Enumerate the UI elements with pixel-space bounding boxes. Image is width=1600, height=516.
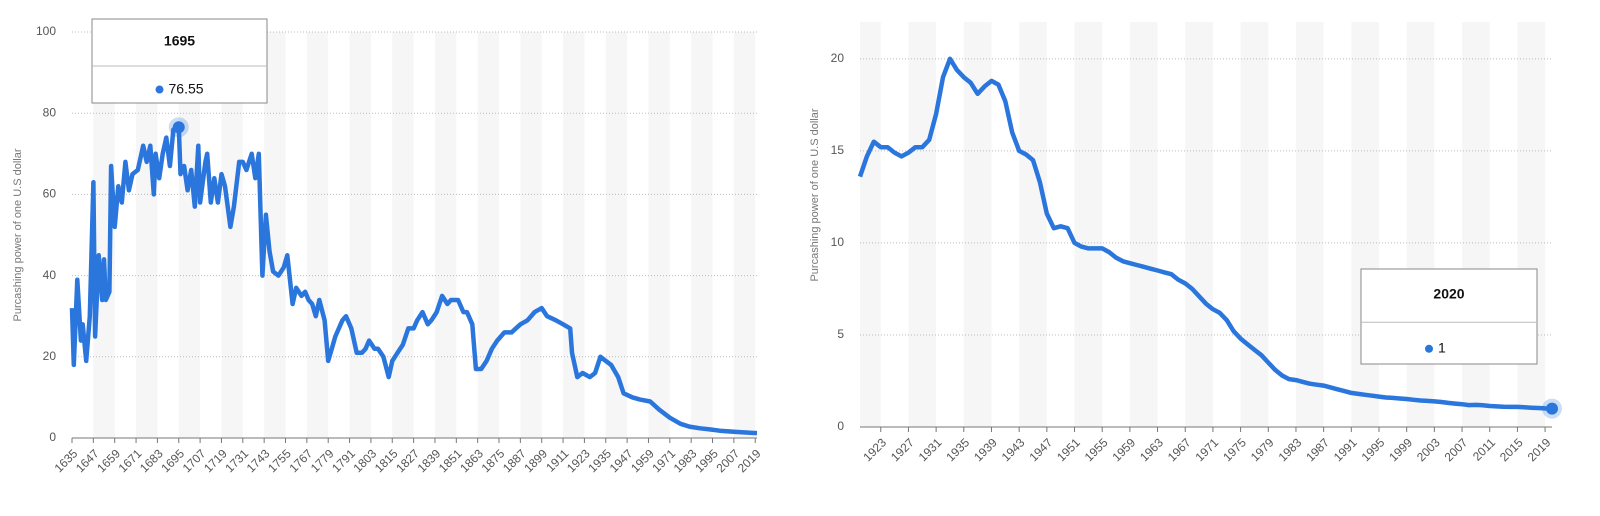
y-axis-label: Purcashing power of one U.S dollar <box>809 108 821 281</box>
stripe <box>1462 22 1490 427</box>
highlight-point <box>172 121 185 134</box>
stripe <box>477 32 500 438</box>
data-line <box>69 124 758 436</box>
x-tick-label: 1923 <box>860 435 889 464</box>
x-tick-label: 1951 <box>1054 435 1083 464</box>
y-tick-label: 20 <box>831 51 845 65</box>
tooltip-box <box>1360 268 1538 365</box>
stripe <box>1129 22 1158 427</box>
x-tick-label: 1963 <box>1137 435 1166 464</box>
tooltip-title: 2020 <box>1433 285 1464 301</box>
y-tick-label: 10 <box>831 235 845 249</box>
stripe <box>178 32 201 438</box>
x-tick-label: 1931 <box>916 435 945 464</box>
stripe <box>1351 22 1379 427</box>
stripe <box>1406 22 1435 427</box>
x-tick-label: 2019 <box>1525 435 1554 464</box>
stripe <box>93 32 115 438</box>
x-tick-label: 1939 <box>971 435 1000 464</box>
stripe <box>1074 22 1103 427</box>
stripe <box>1185 22 1213 427</box>
y-tick-label: 0 <box>837 419 844 433</box>
y-tick-label: 80 <box>43 105 57 119</box>
x-tick-label: 1971 <box>1193 435 1222 464</box>
stripe <box>1019 22 1047 427</box>
y-tick-label: 40 <box>43 268 57 282</box>
x-tick-label: 1979 <box>1248 435 1277 464</box>
stripe <box>434 32 457 438</box>
stripe <box>1295 22 1324 427</box>
data-line <box>857 56 1553 411</box>
stripe <box>306 32 329 438</box>
stripe <box>563 32 585 438</box>
tooltip-value: 76.55 <box>169 80 204 96</box>
x-tick-label: 1927 <box>888 435 917 464</box>
stripe <box>392 32 414 438</box>
x-tick-label: 1955 <box>1082 435 1111 464</box>
y-tick-label: 60 <box>43 187 57 201</box>
stripe <box>349 32 371 438</box>
stripe <box>520 32 542 438</box>
tooltip-box <box>91 18 268 104</box>
stripe <box>221 32 243 438</box>
stripe <box>264 32 286 438</box>
x-tick-label: 1947 <box>1026 435 1055 464</box>
x-tick-label: 1983 <box>1276 435 1305 464</box>
stripe <box>605 32 628 438</box>
tooltip-value: 1 <box>1438 340 1446 356</box>
stripe <box>1240 22 1269 427</box>
stripe <box>733 32 756 438</box>
highlight-point <box>1546 402 1558 415</box>
stripe <box>1517 22 1546 427</box>
stripe <box>136 32 158 438</box>
y-axis-label: Purcashing power of one U.S dollar <box>12 148 24 321</box>
x-tick-label: 2015 <box>1497 435 1526 464</box>
y-tick-label: 20 <box>43 349 57 363</box>
y-tick-label: 100 <box>36 24 56 38</box>
stripe <box>860 22 881 427</box>
tooltip-dot <box>155 85 164 94</box>
tooltip-title: 1695 <box>164 32 195 48</box>
x-tick-label: 2011 <box>1470 435 1498 463</box>
x-tick-label: 1959 <box>1109 435 1138 464</box>
y-tick-label: 15 <box>831 143 845 157</box>
y-tick-label: 0 <box>49 430 56 444</box>
x-tick-label: 1995 <box>1359 435 1388 464</box>
tooltip-dot <box>1425 344 1433 353</box>
x-tick-label: 2007 <box>1442 435 1471 464</box>
stripe <box>648 32 670 438</box>
x-tick-label: 1987 <box>1303 435 1332 464</box>
stripe <box>691 32 713 438</box>
x-tick-label: 1975 <box>1220 435 1249 464</box>
x-tick-label: 1911 <box>543 446 571 474</box>
x-tick-label: 2019 <box>735 446 764 475</box>
stripe <box>908 22 937 427</box>
x-tick-label: 1991 <box>1331 435 1360 464</box>
y-tick-label: 5 <box>837 327 844 341</box>
x-tick-label: 1935 <box>943 435 972 464</box>
stripe <box>963 22 992 427</box>
x-tick-label: 2003 <box>1414 435 1443 464</box>
x-tick-label: 1999 <box>1386 435 1415 464</box>
x-tick-label: 1967 <box>1165 435 1194 464</box>
x-tick-label: 1943 <box>999 435 1028 464</box>
